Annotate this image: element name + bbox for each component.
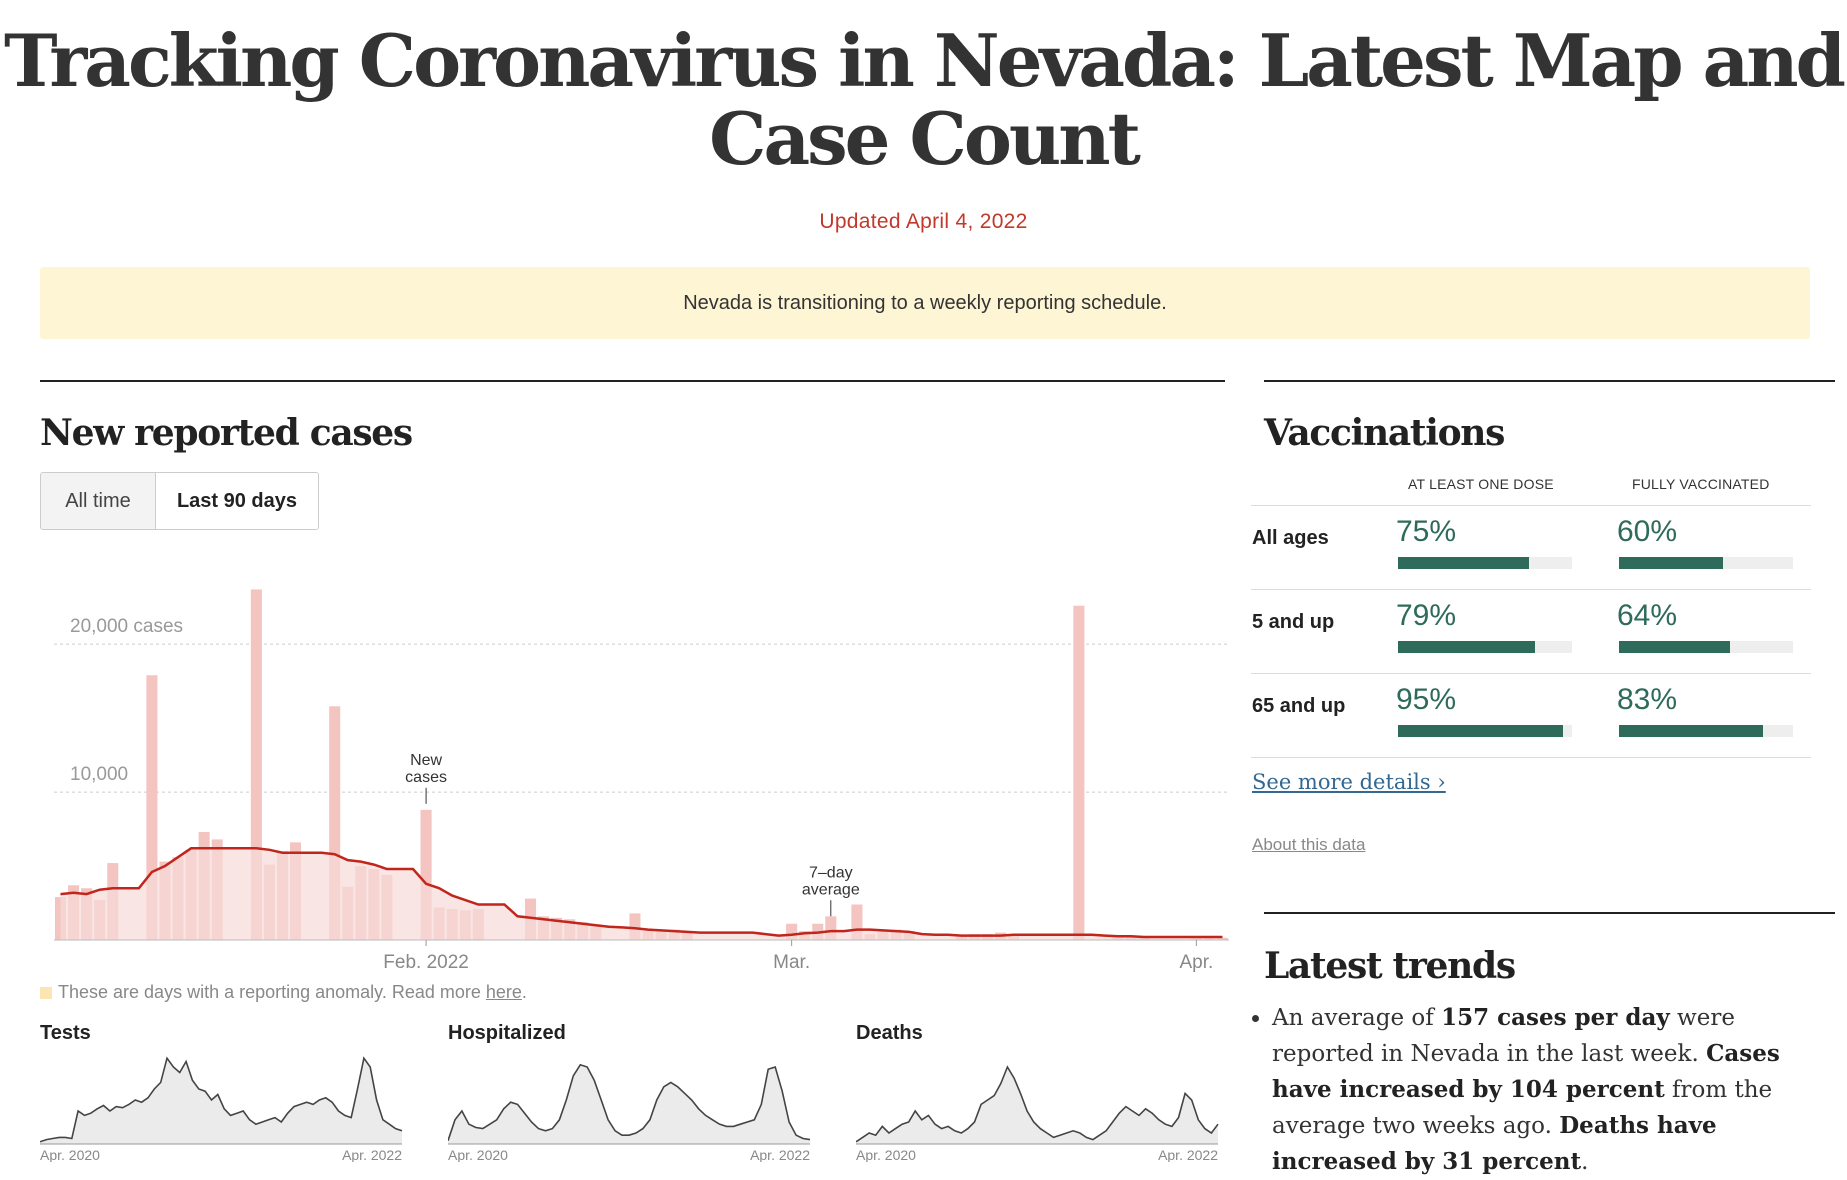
new-cases-annotation: New cases (405, 752, 447, 786)
case-bar (786, 923, 798, 940)
fully-vaccinated-percent: 64% (1617, 599, 1678, 632)
y-tick-label: 20,000 cases (70, 616, 183, 637)
updated-date: Updated April 4, 2022 (819, 210, 1028, 233)
fully-vaccinated-percent: 83% (1617, 683, 1678, 716)
x-tick-label: Apr. (1179, 952, 1213, 973)
one-dose-bar (1398, 725, 1572, 737)
trends-list: An average of 157 cases per day were rep… (1250, 1000, 1837, 1180)
vax-rule (1264, 380, 1835, 382)
deaths-title: Deaths (856, 1022, 923, 1044)
col-header-one-dose: AT LEAST ONE DOSE (1408, 476, 1554, 492)
one-dose-bar-fill (1398, 557, 1529, 569)
fully-vaccinated-bar (1619, 557, 1793, 569)
trend-text: . (1581, 1149, 1589, 1175)
vax-row-divider (1251, 589, 1811, 590)
one-dose-percent: 79% (1396, 599, 1457, 632)
new-cases-chart: 10,000 20,000 cases Feb. 2022 Mar. Apr. New… (54, 589, 1229, 973)
tests-title: Tests (40, 1022, 91, 1044)
x-tick-label: Feb. 2022 (383, 952, 469, 973)
tests-sparkline: Apr. 2020 Apr. 2022 (40, 1056, 403, 1162)
sparkline-start-label: Apr. 2020 (40, 1147, 100, 1162)
fully-vaccinated-percent: 60% (1617, 515, 1678, 548)
fully-vaccinated-bar (1619, 641, 1793, 653)
page-title: Tracking Coronavirus in Nevada: Latest M… (4, 18, 1846, 181)
sparkline-area (448, 1064, 810, 1144)
case-bar (146, 675, 158, 940)
trend-text: An average of (1272, 1005, 1442, 1031)
sparkline-line (856, 1065, 1219, 1143)
sparkline-area (40, 1058, 402, 1144)
anomaly-note-text: These are days with a reporting anomaly.… (58, 982, 486, 1002)
hospitalized-title: Hospitalized (448, 1022, 566, 1044)
about-data-link[interactable]: About this data (1252, 835, 1366, 854)
fully-vaccinated-bar-fill (1619, 641, 1731, 653)
trend-text: were reported in Nevada in the last week… (1272, 1005, 1735, 1067)
trends-rule (1264, 912, 1835, 914)
tab-last-90-days[interactable]: Last 90 days (156, 473, 318, 529)
trend-highlight: 157 cases per day (1441, 1004, 1670, 1031)
reporting-banner: Nevada is transitioning to a weekly repo… (40, 267, 1810, 339)
col-header-fully: FULLY VACCINATED (1632, 476, 1770, 492)
trends-heading: Latest trends (1264, 945, 1516, 987)
hospitalized-sparkline: Apr. 2020 Apr. 2022 (448, 1063, 811, 1162)
average-line (60, 847, 1223, 939)
see-more-details-link[interactable]: See more details › (1252, 770, 1446, 794)
sparkline-line (448, 1063, 811, 1141)
deaths-sparkline: Apr. 2020 Apr. 2022 (856, 1065, 1219, 1162)
cases-heading: New reported cases (40, 412, 413, 454)
vax-row-label: All ages (1252, 527, 1329, 549)
average-annotation: 7–day average (802, 864, 860, 898)
fully-vaccinated-bar-fill (1619, 557, 1724, 569)
x-tick-label: Mar. (773, 952, 810, 973)
anomaly-swatch (40, 987, 52, 999)
vax-row-label: 5 and up (1252, 611, 1335, 633)
one-dose-bar-fill (1398, 641, 1536, 653)
sparkline-area (856, 1067, 1218, 1144)
fully-vaccinated-bar-fill (1619, 725, 1764, 737)
sparkline-end-label: Apr. 2022 (1158, 1147, 1218, 1162)
vax-row-divider (1251, 505, 1811, 506)
case-bar (825, 916, 837, 940)
sparkline-end-label: Apr. 2022 (750, 1147, 810, 1162)
section-rule (40, 380, 1225, 382)
trend-text: from the average two weeks ago. (1272, 1077, 1773, 1139)
anomaly-note-suffix: . (521, 982, 527, 1002)
vax-row-divider (1251, 673, 1811, 674)
read-more-link[interactable]: here (485, 982, 522, 1002)
fully-vaccinated-bar (1619, 725, 1793, 737)
average-area (60, 848, 1223, 940)
sparkline-start-label: Apr. 2020 (856, 1147, 916, 1162)
case-bar (629, 913, 641, 940)
tab-all-time[interactable]: All time (41, 473, 156, 529)
trend-highlight: Cases have increased by 104 percent (1272, 1040, 1780, 1103)
one-dose-percent: 95% (1396, 683, 1457, 716)
y-tick-label: 10,000 (70, 764, 128, 785)
one-dose-percent: 75% (1396, 515, 1457, 548)
vaccinations-heading: Vaccinations (1264, 412, 1505, 454)
case-bar (329, 706, 341, 940)
case-bar (851, 904, 863, 940)
case-bar (420, 809, 432, 940)
case-bar (250, 589, 262, 940)
vax-row-divider (1251, 757, 1811, 758)
case-bar (1073, 605, 1085, 940)
anomaly-note: These are days with a reporting anomaly.… (40, 982, 527, 1003)
time-range-toggle: All time Last 90 days (40, 472, 319, 530)
sparkline-end-label: Apr. 2022 (342, 1147, 402, 1162)
one-dose-bar (1398, 557, 1572, 569)
vax-row-label: 65 and up (1252, 695, 1346, 717)
sparkline-start-label: Apr. 2020 (448, 1147, 508, 1162)
sparkline-line (40, 1056, 403, 1143)
trend-item: An average of 157 cases per day were rep… (1272, 1000, 1837, 1180)
one-dose-bar (1398, 641, 1572, 653)
one-dose-bar-fill (1398, 725, 1564, 737)
